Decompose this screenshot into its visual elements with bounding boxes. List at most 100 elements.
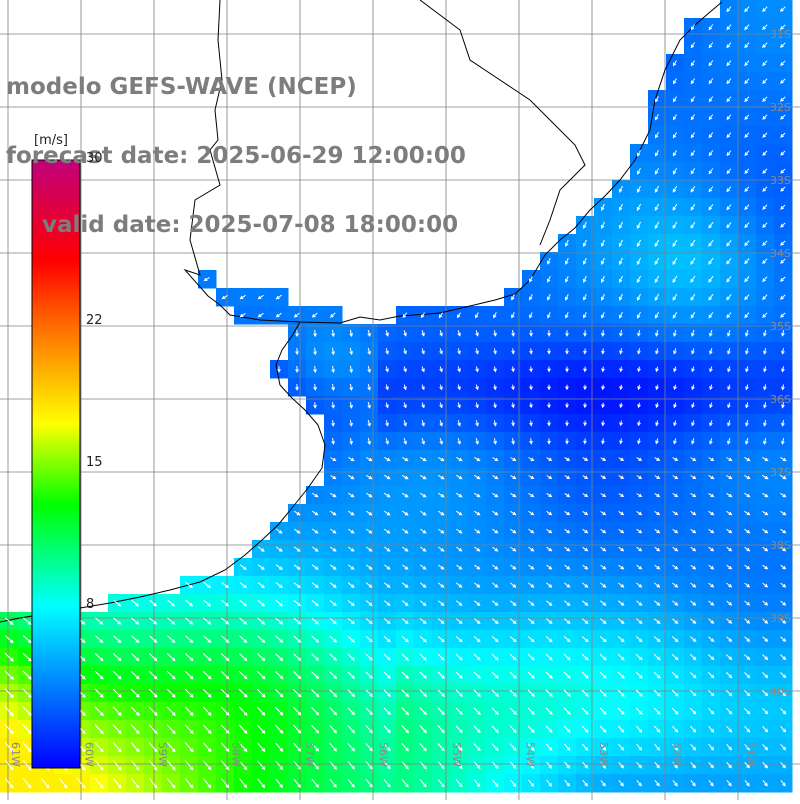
wind-arrow [637, 438, 641, 445]
wind-arrow [726, 6, 732, 13]
wind-arrow [492, 492, 499, 498]
wind-arrow [149, 635, 158, 644]
colorbar-unit: [m/s] [34, 133, 68, 148]
wind-arrow [475, 312, 479, 319]
wind-arrow [220, 688, 230, 698]
wind-arrow [600, 779, 606, 787]
wind-arrow [744, 132, 750, 139]
wind-arrow [4, 670, 15, 680]
wind-arrow [672, 150, 678, 157]
wind-arrow [527, 761, 535, 770]
wind-arrow [708, 221, 714, 229]
wind-arrow [511, 438, 515, 445]
wind-arrow [349, 329, 353, 338]
wind-arrow [545, 671, 553, 679]
wind-arrow [257, 312, 264, 318]
wind-arrow [275, 294, 282, 300]
wind-arrow [401, 725, 410, 734]
wind-arrow [455, 671, 463, 679]
wind-arrow [655, 438, 659, 445]
wind-arrow [367, 365, 371, 374]
wind-arrow [780, 312, 786, 318]
wind-arrow [708, 186, 714, 193]
wind-arrow [762, 474, 769, 480]
wind-arrow [329, 653, 338, 661]
wind-arrow [726, 239, 732, 247]
wind-arrow [148, 759, 158, 771]
wind-arrow [112, 653, 122, 662]
wind-arrow [762, 60, 768, 67]
wind-arrow [511, 348, 515, 355]
wind-arrow [257, 617, 266, 625]
colorbar [31, 159, 81, 769]
wind-arrow [600, 510, 607, 516]
wind-arrow [401, 653, 409, 661]
wind-arrow [455, 582, 463, 588]
wind-arrow [708, 743, 715, 751]
wind-arrow [437, 474, 445, 480]
wind-arrow [690, 546, 697, 552]
wind-arrow [583, 275, 587, 283]
wind-arrow [475, 330, 479, 337]
wind-arrow [509, 671, 517, 679]
wind-arrow [313, 402, 317, 409]
wind-arrow [529, 420, 533, 427]
wind-arrow [492, 582, 499, 588]
wind-arrow [690, 457, 697, 462]
wind-arrow [366, 546, 373, 552]
wind-arrow [635, 689, 643, 697]
wind-arrow [112, 688, 122, 698]
wind-arrow [293, 564, 301, 570]
wind-arrow [672, 743, 679, 751]
wind-arrow [708, 78, 714, 85]
wind-arrow [329, 778, 337, 788]
wind-arrow [455, 743, 463, 752]
wind-arrow [583, 438, 587, 445]
wind-arrow [708, 600, 715, 606]
wind-arrow [563, 689, 571, 697]
wind-arrow [383, 778, 391, 788]
wind-arrow [491, 671, 499, 679]
wind-arrow [763, 437, 767, 445]
wind-arrow [726, 761, 732, 769]
wind-arrow [257, 635, 266, 643]
wind-arrow [672, 168, 678, 175]
wind-arrow [130, 706, 140, 716]
wind-arrow [654, 761, 660, 769]
wind-arrow [220, 724, 230, 734]
wind-arrow [293, 600, 302, 607]
wind-arrow [582, 564, 589, 570]
wind-arrow [473, 725, 481, 734]
wind-arrow [419, 707, 428, 716]
wind-arrow [691, 420, 695, 427]
wind-arrow [529, 294, 533, 301]
wind-arrow [708, 42, 714, 49]
wind-arrow [600, 493, 607, 498]
wind-arrow [331, 329, 335, 338]
wind-arrow [474, 492, 481, 498]
wind-arrow [744, 743, 751, 751]
wind-arrow [475, 420, 479, 427]
wind-arrow [437, 492, 445, 498]
wind-arrow [581, 707, 589, 715]
wind-arrow [456, 492, 463, 498]
wind-arrow [635, 671, 643, 679]
wind-arrow [275, 617, 284, 625]
wind-arrow [745, 384, 749, 391]
wind-arrow [491, 600, 499, 606]
wind-arrow [275, 599, 284, 607]
wind-arrow [94, 759, 104, 771]
wind-arrow [509, 600, 517, 606]
wind-arrow [329, 600, 337, 607]
wind-arrow [437, 761, 445, 770]
wind-arrow [654, 185, 660, 193]
wind-arrow [672, 510, 679, 516]
wind-arrow [726, 114, 732, 121]
wind-arrow [672, 475, 679, 480]
wind-arrow [238, 653, 248, 662]
wind-arrow [781, 437, 785, 445]
wind-arrow [366, 528, 373, 534]
wind-arrow [329, 564, 337, 570]
wind-arrow [653, 636, 661, 643]
wind-arrow [473, 761, 481, 770]
